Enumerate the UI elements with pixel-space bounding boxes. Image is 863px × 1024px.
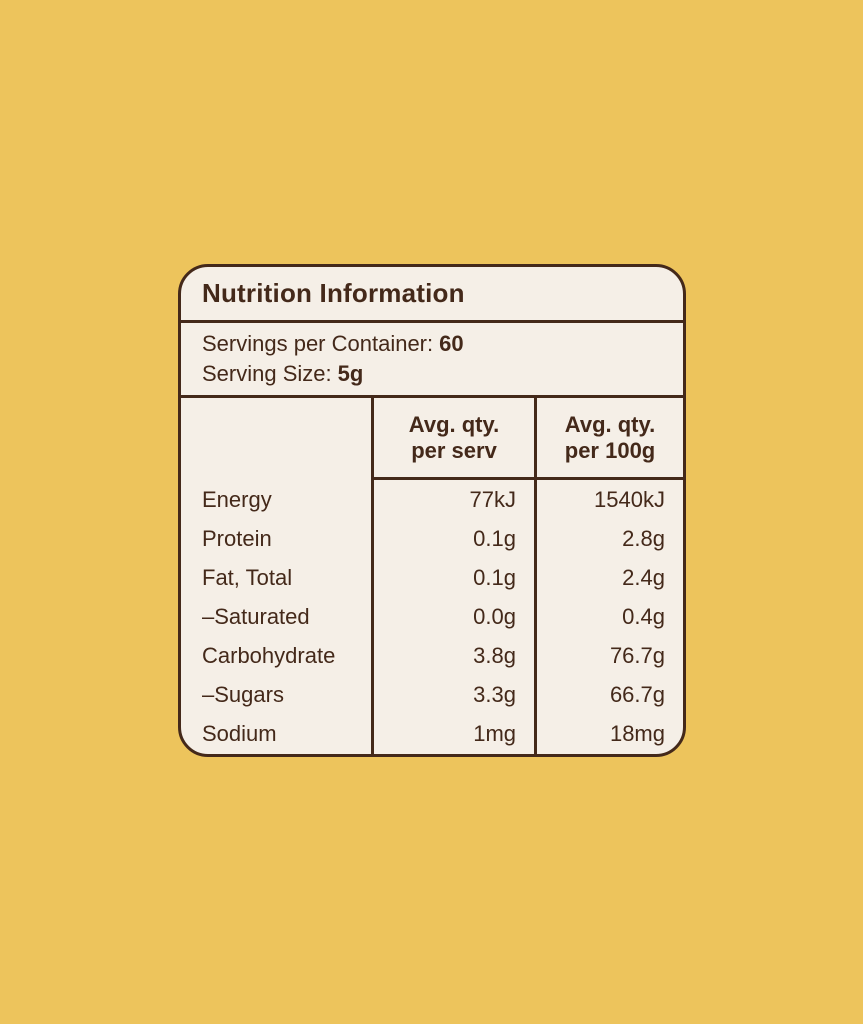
row-carbohydrate-per-serve: 3.8g (473, 643, 516, 669)
row-sugars-per-serve: 3.3g (473, 682, 516, 708)
row-energy-per-100g: 1540kJ (594, 486, 665, 512)
row-protein-per-100g: 2.8g (622, 525, 665, 551)
row-protein-name: Protein (202, 525, 272, 551)
row-saturated-per-serve: 0.0g (473, 603, 516, 629)
per-serve-header-line2: per serv (411, 437, 497, 463)
column-per-serve: Avg. qty. per serv 77kJ 0.1g 0.1g 0.0g 3… (371, 398, 534, 754)
row-sugars-per-100g: 66.7g (609, 682, 665, 708)
serving-size-value: 5g (337, 360, 364, 386)
row-fat-total-per-serve: 0.1g (473, 564, 516, 590)
row-carbohydrate-name: Carbohydrate (202, 643, 336, 669)
row-carbohydrate-per-100g: 76.7g (609, 643, 665, 669)
row-energy-per-serve: 77kJ (469, 486, 516, 512)
per-100g-header: Avg. qty. per 100g (537, 398, 683, 480)
row-sodium-per-serve: 1mg (473, 721, 516, 747)
per-100g-header-line2: per 100g (564, 437, 656, 463)
label-title: Nutrition Information (202, 278, 465, 308)
row-saturated-name: –Saturated (202, 603, 310, 629)
per-100g-header-line1: Avg. qty. (564, 411, 656, 437)
row-protein-per-serve: 0.1g (473, 525, 516, 551)
nutrition-label: Nutrition Information Servings per Conta… (178, 264, 686, 757)
per-serve-header: Avg. qty. per serv (374, 398, 534, 480)
empty-header-cell (181, 398, 371, 480)
per-serve-cells: 77kJ 0.1g 0.1g 0.0g 3.8g 3.3g 1mg (374, 480, 534, 754)
servings-per-container-line: Servings per Container: 60 (202, 331, 662, 357)
row-sodium-name: Sodium (202, 721, 277, 747)
nutrient-name-cells: Energy Protein Fat, Total –Saturated Car… (181, 480, 371, 754)
column-nutrient-names: Energy Protein Fat, Total –Saturated Car… (181, 398, 371, 754)
row-fat-total-name: Fat, Total (202, 564, 293, 590)
row-fat-total-per-100g: 2.4g (622, 564, 665, 590)
servings-per-container-label: Servings per Container: (202, 331, 434, 357)
row-sugars-name: –Sugars (202, 682, 284, 708)
serving-size-line: Serving Size: 5g (202, 361, 662, 387)
row-sodium-per-100g: 18mg (609, 721, 665, 747)
row-energy-name: Energy (202, 486, 272, 512)
per-serve-header-line1: Avg. qty. (408, 411, 500, 437)
label-title-section: Nutrition Information (181, 267, 683, 323)
column-per-100g: Avg. qty. per 100g 1540kJ 2.8g 2.4g 0.4g… (534, 398, 683, 754)
per-100g-cells: 1540kJ 2.8g 2.4g 0.4g 76.7g 66.7g 18mg (537, 480, 683, 754)
servings-section: Servings per Container: 60 Serving Size: 5… (181, 323, 683, 398)
servings-per-container-value: 60 (439, 331, 464, 357)
row-saturated-per-100g: 0.4g (622, 603, 665, 629)
serving-size-label: Serving Size: (202, 360, 332, 386)
nutrition-table: Energy Protein Fat, Total –Saturated Car… (181, 398, 683, 754)
